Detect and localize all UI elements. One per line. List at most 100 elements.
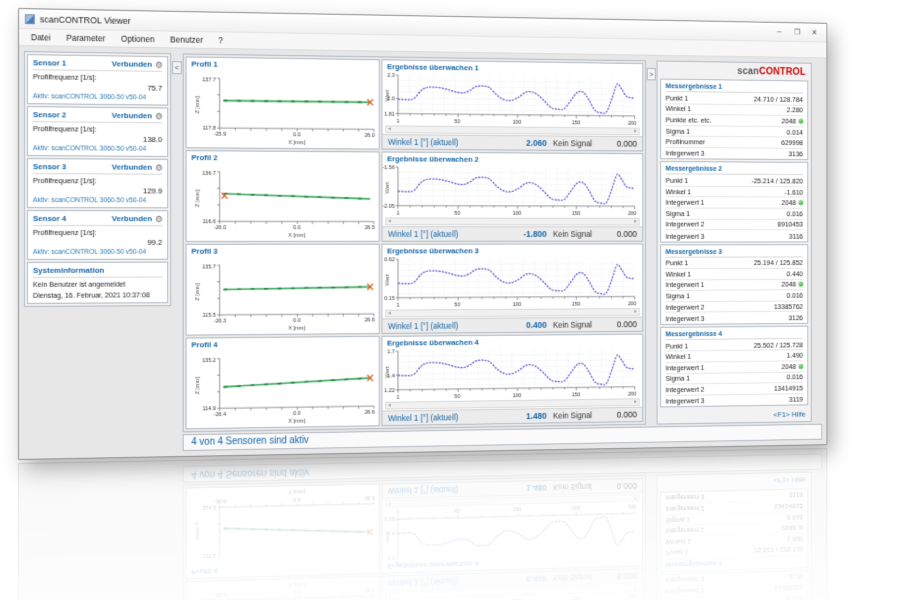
y-axis-label: Wert — [385, 274, 391, 286]
menu-hilfe[interactable]: ? — [218, 35, 223, 46]
monitor-title: Ergebnisse überwachen 3 — [387, 246, 479, 256]
result-row: Winkel 1 -1.610 — [665, 186, 804, 198]
profile-chart-4: 135.2 114.9 Z [mm] -26.4 0.0 26.6 X [mm] — [195, 349, 379, 425]
result-row-label: Integerwert 2 — [665, 220, 705, 229]
gear-icon[interactable]: ⚙ — [154, 59, 163, 70]
result-row-value: 24.710 / 128.784 — [753, 94, 804, 104]
y-max-tick: 135.7 — [202, 264, 216, 270]
scroll-right-icon[interactable]: ► — [633, 309, 638, 315]
profile-chart-1: 137.7 117.8 Z [mm] -25.9 0.0 26.0 X [mm] — [195, 69, 379, 146]
freq-value: 99.2 — [147, 237, 163, 247]
result-rows: Punkt 1 -25.214 / 125.820 Winkel 1 -1.610 In… — [665, 175, 804, 242]
profile-card-4: Profil 4 135.2 114.9 Z [mm] -26.4 0.0 26… — [185, 335, 380, 430]
result-row: Integerwert 1 2048 — [665, 279, 804, 292]
signal-state: Kein Signal — [553, 229, 592, 239]
result-row-value: 1.490 — [786, 351, 804, 360]
status-text: 4 von 4 Sensoren sind aktiv — [191, 435, 309, 448]
x-tick: 100 — [513, 303, 522, 309]
x-min-tick: -25.9 — [214, 132, 226, 138]
y-axis-label: Wert — [385, 366, 391, 378]
help-link[interactable]: <F1> Hilfe — [773, 409, 806, 419]
result-row-label: Integerwert 2 — [665, 302, 705, 312]
x-max-tick: 26.6 — [365, 410, 375, 416]
result-channel-label: Winkel 1 [°] (aktuell) — [388, 412, 459, 424]
app-window: scanCONTROL Viewer ─ ❐ ✕ Datei Parameter… — [18, 8, 828, 460]
scroll-left-icon[interactable]: ◄ — [387, 126, 392, 133]
scroll-left-icon[interactable]: ◄ — [387, 402, 392, 409]
result-row-value: 2048 — [781, 362, 797, 371]
result-row-label: Punkt 1 — [665, 341, 689, 351]
x-tick: 200 — [628, 392, 637, 398]
result-row: Integerwert 3 3116 — [666, 230, 803, 241]
result-title: Messergebnisse 4 — [665, 328, 804, 340]
h-scrollbar[interactable]: ◄ ► — [385, 217, 640, 226]
result-row-label: Punkt 1 — [665, 176, 689, 185]
monitor-chart-1: Wert 1 50 100 150 200 2.3 2.0 1.81 — [384, 73, 636, 127]
content-area: Sensor 1 Verbunden ⚙ Profilfrequenz [1/s]… — [18, 46, 827, 459]
result-row-label: Sigma 1 — [665, 126, 691, 136]
sensor-card-4: Sensor 4 Verbunden ⚙ Profilfrequenz [1/s]… — [26, 210, 169, 260]
result-row-value: 3119 — [788, 395, 804, 404]
gear-icon[interactable]: ⚙ — [154, 110, 163, 121]
result-row-label: Winkel 1 — [665, 352, 692, 362]
app-icon — [24, 13, 35, 24]
monitor-card-4: Ergebnisse überwachen 4 Wert 1 50 100 15… — [381, 333, 644, 427]
result-row-label: Profilnummer — [665, 137, 706, 147]
gear-icon[interactable]: ⚙ — [154, 213, 163, 224]
close-button[interactable]: ✕ — [811, 27, 818, 37]
x-tick: 150 — [572, 212, 581, 218]
result-row-value: 2.280 — [786, 105, 804, 115]
collapse-left-button[interactable]: < — [172, 61, 182, 75]
result-row-label: Winkel 1 — [665, 104, 692, 114]
x-zero-tick: 0.0 — [293, 225, 300, 231]
scroll-left-icon[interactable]: ◄ — [387, 310, 392, 317]
scroll-right-icon[interactable]: ► — [633, 399, 638, 405]
y-tick: 0.62 — [384, 257, 394, 263]
menu-benutzer[interactable]: Benutzer — [170, 34, 204, 45]
x-tick: 200 — [628, 212, 637, 218]
systeminfo-card: Systeminformation Kein Benutzer ist ange… — [26, 261, 169, 304]
result-row-label: Sigma 1 — [665, 209, 691, 218]
x-tick: 150 — [572, 121, 581, 127]
scroll-left-icon[interactable]: ◄ — [387, 218, 392, 225]
result-title: Messergebnisse 3 — [665, 246, 804, 258]
x-tick: 100 — [513, 211, 522, 217]
y-min-tick: 114.9 — [203, 406, 216, 412]
menu-datei[interactable]: Datei — [30, 32, 51, 43]
sensor-active-info: Aktiv: scanCONTROL 3060-50 v50-04 — [32, 145, 147, 153]
expand-right-button[interactable]: > — [646, 67, 656, 81]
sensor-status: Verbunden — [111, 59, 153, 69]
minimize-button[interactable]: ─ — [777, 27, 782, 36]
signal-state: Kein Signal — [553, 138, 592, 149]
x-axis-label: X [mm] — [288, 418, 305, 424]
x-tick: 150 — [572, 302, 581, 308]
monitor-footer: Winkel 1 [°] (aktuell) 1.480 Kein Signal… — [382, 406, 643, 426]
scene: scanCONTROL Viewer ─ ❐ ✕ Datei Parameter… — [18, 8, 890, 460]
result-row-label: Integerwert 2 — [665, 384, 705, 395]
result-card-3: Messergebnisse 3 Punkt 1 25.194 / 125.852… — [660, 243, 809, 325]
maximize-button[interactable]: ❐ — [793, 27, 800, 36]
x-tick: 100 — [513, 120, 522, 126]
results-panel: scanCONTROL Messergebnisse 1 Punkt 1 24.7… — [656, 60, 812, 425]
y-tick: -2.05 — [383, 204, 395, 210]
result-title: Messergebnisse 2 — [665, 164, 804, 176]
y-tick: 0.15 — [384, 296, 394, 302]
gear-icon[interactable]: ⚙ — [154, 162, 163, 173]
menu-optionen[interactable]: Optionen — [120, 33, 155, 45]
central-panel: Profil 1 137.7 117.8 Z [mm] -25.9 0.0 26… — [182, 53, 646, 433]
y-max-tick: 136.7 — [202, 171, 216, 177]
freq-label: Profilfrequenz [1/s]: — [32, 124, 97, 134]
result-row-value: 0.016 — [786, 209, 804, 218]
profile-card-2: Profil 2 136.7 116.6 Z [mm] -26.0 0.0 26… — [185, 150, 380, 242]
x-min-tick: -26.4 — [214, 412, 226, 418]
scroll-right-icon[interactable]: ► — [633, 218, 638, 225]
window-title: scanCONTROL Viewer — [39, 13, 131, 26]
result-row-value: 25.194 / 125.852 — [753, 258, 804, 268]
x-zero-tick: 0.0 — [293, 318, 300, 324]
scroll-right-icon[interactable]: ► — [633, 128, 638, 135]
menu-parameter[interactable]: Parameter — [66, 32, 106, 44]
z-axis-label: Z [mm] — [195, 283, 201, 301]
result-current-value: 1.480 — [526, 411, 547, 421]
y-tick: 2.3 — [387, 73, 394, 79]
sensor-status: Verbunden — [111, 162, 153, 172]
